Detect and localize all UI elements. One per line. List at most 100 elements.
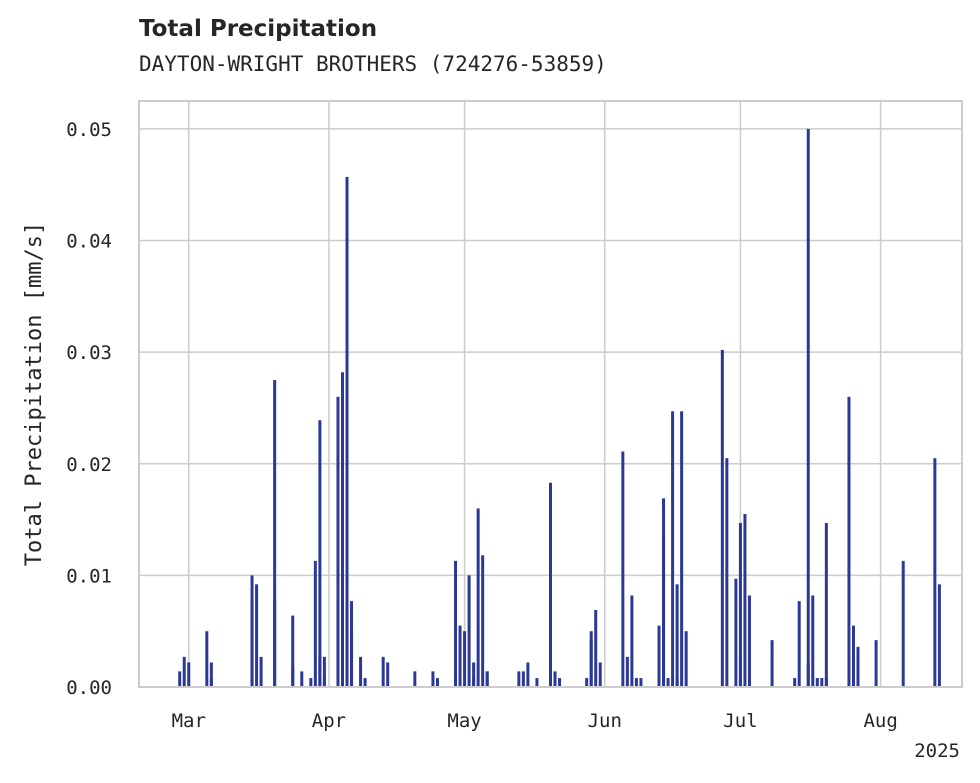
precip-bar [585, 678, 589, 687]
precip-bar [684, 631, 688, 687]
precip-bar [806, 128, 810, 687]
precip-bar [553, 671, 557, 687]
precip-bar [345, 176, 349, 688]
precip-bar [725, 458, 729, 687]
precip-bar [386, 662, 390, 687]
precip-bar [340, 372, 344, 687]
precip-bar [300, 671, 304, 687]
precip-bar [933, 458, 937, 687]
precip-bar [851, 625, 855, 687]
precip-bar [625, 656, 629, 687]
y-tick-labels: 0.00 0.01 0.02 0.03 0.04 0.05 [66, 119, 112, 699]
precip-bar [259, 656, 263, 687]
precip-bar [811, 595, 815, 687]
y-tick-label: 0.01 [66, 565, 112, 587]
x-tick-labels: Mar Apr May Jun Jul Aug [172, 710, 898, 732]
y-tick-label: 0.00 [66, 677, 112, 699]
precip-bar [526, 662, 530, 687]
precip-bar [598, 662, 602, 687]
chart-subtitle: DAYTON-WRIGHT BROTHERS (724276-53859) [139, 52, 607, 76]
precip-bar [662, 498, 666, 687]
precip-bar [309, 678, 313, 687]
precip-bar [431, 671, 435, 687]
precip-bar [793, 678, 797, 687]
precip-bar [517, 671, 521, 687]
precip-bar [856, 656, 860, 687]
y-tick-label: 0.03 [66, 342, 112, 364]
precip-bar [313, 560, 317, 687]
precip-bar [720, 349, 724, 687]
precip-bar [359, 656, 363, 687]
precip-bar [671, 411, 675, 687]
precip-bar [345, 601, 349, 687]
precip-bar [350, 631, 354, 687]
x-tick-label: May [447, 710, 481, 732]
precip-bar [675, 584, 679, 687]
precip-bar [476, 508, 480, 687]
precip-bar [630, 595, 634, 687]
precip-bar [824, 522, 828, 687]
precip-bar [187, 662, 191, 687]
year-label: 2025 [914, 740, 960, 762]
precip-bar [657, 625, 661, 687]
chart-title: Total Precipitation [139, 16, 378, 42]
precip-bar [874, 640, 878, 687]
precip-bar [901, 560, 905, 687]
precip-bar [381, 656, 385, 687]
precip-bar [621, 451, 625, 687]
precip-bar [291, 615, 295, 687]
precip-bar [594, 609, 598, 687]
precip-bar [535, 678, 539, 687]
precip-bar [209, 662, 213, 687]
precip-bar [639, 678, 643, 687]
precip-bar [363, 678, 367, 687]
x-tick-label: Jun [588, 710, 622, 732]
precip-bar [815, 678, 819, 687]
precip-bar [463, 631, 467, 687]
precip-bar [549, 482, 552, 687]
bar-series [178, 128, 941, 688]
precip-bar [820, 678, 824, 687]
precip-bar [481, 555, 485, 687]
precip-bar [273, 380, 277, 687]
precip-bar [558, 678, 562, 687]
precip-bar [178, 671, 182, 687]
precip-bar [589, 631, 593, 687]
y-axis-label: Total Precipitation [mm/s] [22, 222, 47, 566]
plot-frame [138, 100, 963, 688]
x-tick-label: Mar [172, 710, 206, 732]
grid-lines [139, 101, 962, 688]
y-tick-label: 0.05 [66, 119, 112, 141]
precip-bar [340, 601, 344, 687]
precip-bar [322, 656, 326, 687]
precip-bar [485, 671, 489, 687]
y-tick-label: 0.04 [66, 231, 112, 253]
precip-bar [747, 595, 751, 687]
precip-bar [472, 678, 476, 687]
precip-bar [209, 678, 213, 687]
precip-bar [205, 631, 209, 687]
precip-bar [634, 678, 638, 687]
precip-bar [273, 601, 277, 687]
precip-bar [472, 662, 476, 687]
precip-bar [454, 560, 458, 687]
precip-bar [680, 411, 684, 687]
precip-bar [734, 578, 738, 687]
precip-bar [937, 584, 941, 687]
precip-bar [318, 420, 322, 687]
precip-bar [549, 609, 552, 687]
y-tick-label: 0.02 [66, 454, 112, 476]
x-tick-label: Apr [312, 710, 346, 732]
precip-bar [255, 584, 259, 687]
precip-bar [454, 678, 458, 687]
precip-bar [435, 678, 439, 687]
precip-bar [847, 396, 851, 687]
precip-bar [521, 671, 525, 687]
precip-bar [770, 640, 774, 687]
precip-bar [738, 522, 742, 687]
x-tick-label: Aug [863, 710, 897, 732]
precip-bar [743, 513, 747, 687]
precip-bar [182, 656, 186, 687]
precip-bar [797, 601, 801, 687]
